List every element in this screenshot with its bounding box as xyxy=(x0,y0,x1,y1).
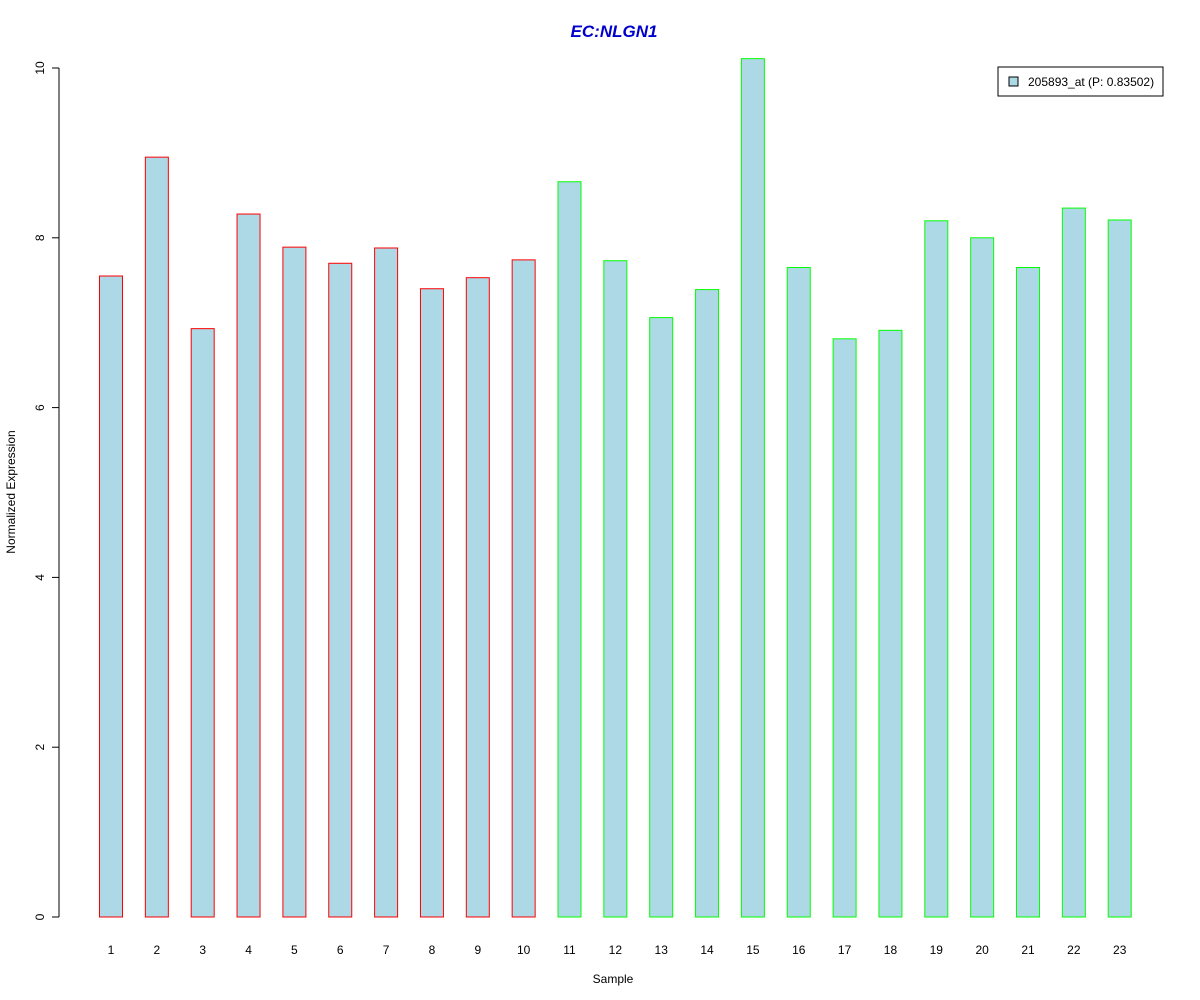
bar-sample-4 xyxy=(236,213,261,918)
x-tick-label: 1 xyxy=(108,943,115,957)
y-axis-label: Normalized Expression xyxy=(4,430,18,553)
y-tick-label: 2 xyxy=(33,744,47,751)
y-tick-label: 6 xyxy=(33,404,47,411)
y-tick-label: 0 xyxy=(33,913,47,920)
x-tick-labels: 1 2 3 4 5 6 7 8 9 10 11 12 13 14 15 16 17 18 19 20 21 22 23 xyxy=(108,943,1127,957)
bar-sample-21 xyxy=(1016,267,1040,918)
y-axis: 0 2 4 6 8 10 xyxy=(33,61,60,920)
bar-sample-6 xyxy=(328,262,353,918)
bar-sample-9 xyxy=(465,277,490,918)
x-tick-label: 20 xyxy=(975,943,989,957)
y-tick-label: 4 xyxy=(33,574,47,581)
x-tick-label: 15 xyxy=(746,943,760,957)
bar-sample-10 xyxy=(511,259,536,918)
bar-sample-12 xyxy=(603,260,628,918)
bar-sample-2 xyxy=(144,156,169,918)
x-tick-label: 3 xyxy=(199,943,206,957)
x-tick-label: 13 xyxy=(655,943,669,957)
x-tick-label: 6 xyxy=(337,943,344,957)
bar-sample-8 xyxy=(419,288,444,918)
x-tick-label: 2 xyxy=(154,943,161,957)
bar-sample-16 xyxy=(786,267,811,918)
x-axis-label: Sample xyxy=(593,972,634,986)
x-tick-label: 4 xyxy=(245,943,252,957)
x-tick-label: 22 xyxy=(1067,943,1081,957)
x-tick-label: 5 xyxy=(291,943,298,957)
bar-sample-15 xyxy=(740,58,765,918)
bar-sample-3 xyxy=(190,328,215,918)
bar-sample-18 xyxy=(878,329,903,918)
x-tick-label: 12 xyxy=(609,943,623,957)
bar-sample-14 xyxy=(695,289,720,918)
x-tick-label: 23 xyxy=(1113,943,1127,957)
x-tick-label: 8 xyxy=(429,943,436,957)
bars-group xyxy=(99,58,1132,918)
legend-box xyxy=(997,66,1164,97)
y-tick-label: 8 xyxy=(33,234,47,241)
bar-sample-19 xyxy=(924,220,949,918)
x-tick-label: 9 xyxy=(474,943,481,957)
x-tick-label: 11 xyxy=(563,943,576,957)
bar-sample-22 xyxy=(1061,207,1086,918)
bar-sample-5 xyxy=(282,246,307,918)
x-tick-label: 10 xyxy=(517,943,531,957)
x-tick-label: 21 xyxy=(1021,943,1035,957)
bar-sample-23 xyxy=(1107,219,1132,918)
bar-sample-20 xyxy=(970,237,995,918)
legend-swatch xyxy=(1008,76,1019,87)
x-tick-label: 18 xyxy=(884,943,898,957)
bar-sample-11 xyxy=(557,181,582,918)
y-tick-label: 10 xyxy=(33,61,47,75)
legend: 205893_at (P: 0.83502) xyxy=(997,66,1164,97)
x-tick-label: 17 xyxy=(838,943,852,957)
bar-sample-17 xyxy=(832,338,857,918)
legend-label: 205893_at (P: 0.83502) xyxy=(1028,75,1154,89)
bar-sample-13 xyxy=(649,317,674,918)
x-tick-label: 7 xyxy=(383,943,390,957)
x-tick-label: 16 xyxy=(792,943,806,957)
x-tick-label: 14 xyxy=(700,943,714,957)
bar-sample-1 xyxy=(99,275,123,918)
x-tick-label: 19 xyxy=(930,943,944,957)
chart-title: EC:NLGN1 xyxy=(571,22,658,41)
bar-sample-7 xyxy=(374,247,399,918)
